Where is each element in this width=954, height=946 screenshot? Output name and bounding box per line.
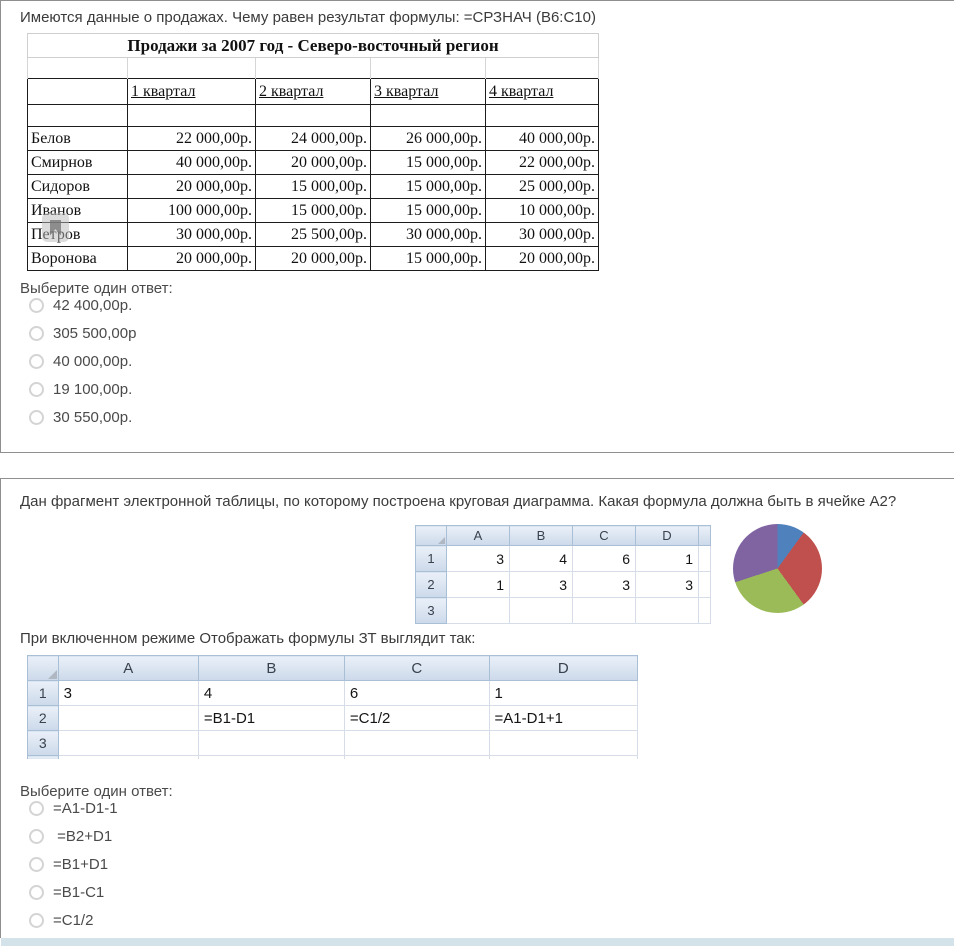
question-2-panel: Дан фрагмент электронной таблицы, по кот… [0,478,954,938]
row-header: 2 [415,571,447,598]
bookmark-icon [42,213,69,242]
col-header: D [488,655,638,681]
table-row: 2 =B1-D1 =C1/2 =A1-D1+1 [27,705,638,731]
sales-table-title: Продажи за 2007 год - Северо-восточный р… [26,33,600,58]
col-header: 1 квартал [127,78,256,105]
col-header: 4 квартал [484,78,600,105]
pie-chart [733,524,822,613]
radio-button[interactable] [29,828,44,844]
radio-button[interactable] [29,381,44,397]
col-header: C [572,525,636,546]
q2-options: =A1-D1-1 =B2+D1 =B1+D1 =B1-C1 =C1/2 [29,800,118,940]
answer-option[interactable]: 19 100,00р. [29,381,136,398]
radio-button[interactable] [29,409,44,425]
col-header: B [197,655,345,681]
col-header: 2 квартал [255,78,371,105]
answer-option[interactable]: 305 500,00р [29,325,136,342]
bottom-bar [1,938,954,946]
col-header: A [446,525,510,546]
table-row: Белов 22 000,00р. 24 000,00р. 26 000,00р… [27,126,600,151]
formula-table: A B C D 1 3 4 6 1 2 =B1-D1 =C1/2 =A1-D1+… [27,655,638,759]
q1-options: 42 400,00р. 305 500,00р 40 000,00р. 19 1… [29,297,136,437]
radio-button[interactable] [29,297,44,313]
table-row: 2 1 3 3 3 [415,571,711,598]
row-header: 1 [415,545,447,572]
answer-option[interactable]: =B1+D1 [29,856,118,873]
table-row: 3 [27,730,638,756]
answer-option[interactable]: 30 550,00р. [29,409,136,426]
answer-option[interactable]: 42 400,00р. [29,297,136,314]
table-row: Сидоров 20 000,00р. 15 000,00р. 15 000,0… [27,174,600,199]
table-row: Иванов 100 000,00р. 15 000,00р. 15 000,0… [27,198,600,223]
col-header: D [635,525,699,546]
row-header: 1 [27,680,59,706]
sales-header-row: 1 квартал 2 квартал 3 квартал 4 квартал [27,78,600,105]
table-row: 1 3 4 6 1 [415,545,711,572]
col-header: B [509,525,573,546]
radio-button[interactable] [29,884,44,900]
sales-table: Продажи за 2007 год - Северо-восточный р… [26,33,600,271]
question-2-text: Дан фрагмент электронной таблицы, по кот… [20,493,897,510]
radio-button[interactable] [29,325,44,341]
table-row: Петров 30 000,00р. 25 500,00р. 30 000,00… [27,222,600,247]
row-header: 2 [27,705,59,731]
radio-button[interactable] [29,353,44,369]
answer-option[interactable]: =A1-D1-1 [29,800,118,817]
table-row: Воронова 20 000,00р. 20 000,00р. 15 000,… [27,246,600,271]
col-header: A [57,655,199,681]
question-1-panel: Имеются данные о продажах. Чему равен ре… [0,0,954,453]
answer-option[interactable]: 40 000,00р. [29,353,136,370]
select-all-corner [27,655,59,681]
select-all-corner [415,525,447,546]
answer-prompt: Выберите один ответ: [20,280,173,297]
radio-button[interactable] [29,800,44,816]
spreadsheet-fragment: A B C D 1 3 4 6 1 2 1 3 3 3 [415,525,711,624]
radio-button[interactable] [29,856,44,872]
table-row: Смирнов 40 000,00р. 20 000,00р. 15 000,0… [27,150,600,175]
radio-button[interactable] [29,912,44,928]
table-row: 1 3 4 6 1 [27,680,638,706]
question-1-text: Имеются данные о продажах. Чему равен ре… [20,9,596,26]
answer-option[interactable]: =B1-C1 [29,884,118,901]
answer-option[interactable]: =C1/2 [29,912,118,929]
answer-option[interactable]: =B2+D1 [29,828,118,845]
row-header: 3 [27,730,59,756]
col-header: C [343,655,490,681]
formula-view-intro: При включенном режиме Отображать формулы… [20,630,476,647]
answer-prompt: Выберите один ответ: [20,783,173,800]
col-header: 3 квартал [370,78,486,105]
